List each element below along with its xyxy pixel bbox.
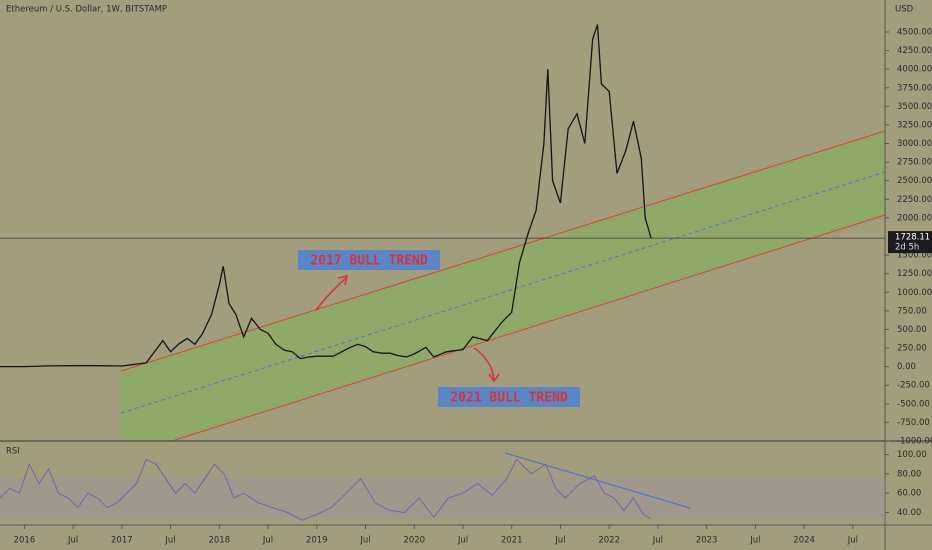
annotation-box (298, 250, 440, 270)
x-tick-label: 2017 (111, 536, 133, 546)
currency: USD (895, 5, 914, 15)
arrow (315, 274, 349, 311)
y-tick-label: 1000.00 (897, 288, 932, 298)
y-tick-label: 2500.00 (897, 176, 932, 186)
x-tick-label: Jul (262, 536, 273, 546)
y-tick-label: -1000.00 (897, 437, 932, 447)
y-tick-label: 4500.00 (897, 27, 932, 37)
y-tick-label: -750.00 (897, 418, 930, 428)
y-tick-label: 80.00 (897, 469, 921, 479)
x-tick-label: Jul (652, 536, 663, 546)
price-line (0, 24, 652, 368)
channel-mid (120, 171, 886, 414)
y-tick-label: 750.00 (897, 306, 927, 316)
y-tick-label: 500.00 (897, 325, 927, 335)
rsi-band (0, 478, 885, 518)
y-tick-label: -500.00 (897, 399, 930, 409)
annotation: 2021 BULL TREND (450, 391, 568, 406)
annotation: 2017 BULL TREND (310, 254, 428, 269)
y-tick-label: 4000.00 (897, 65, 932, 75)
plot: -1000.00 -750.00 -500.00 -250.00 0.00 250.00 5… (0, 24, 932, 546)
y-tick-label: 3750.00 (897, 83, 932, 93)
x-tick-label: 2023 (696, 536, 718, 546)
x-tick-label: Jul (164, 536, 175, 546)
rsi-title: RSI (6, 447, 20, 457)
x-tick-label: Jul (554, 536, 565, 546)
y-tick-label: 2000.00 (897, 213, 932, 223)
y-tick-label: -250.00 (897, 381, 930, 391)
channel-upper (120, 130, 886, 372)
arrow (473, 347, 500, 383)
y-tick-label: 2250.00 (897, 195, 932, 205)
annotation-box (438, 387, 580, 407)
y-tick-label: 3250.00 (897, 120, 932, 130)
x-tick-label: Jul (457, 536, 468, 546)
channel-lower (174, 214, 886, 441)
x-tick-label: Jul (67, 536, 78, 546)
last-price: 1728.11 (895, 233, 930, 243)
x-tick-label: Jul (847, 536, 858, 546)
y-tick-label: 1250.00 (897, 269, 932, 279)
price-line (0, 458, 652, 521)
y-tick-label: 40.00 (897, 508, 921, 518)
y-tick-label: 3000.00 (897, 139, 932, 149)
channel-fill (121, 131, 885, 440)
countdown: 2d 5h (895, 243, 919, 253)
x-tick-label: 2018 (208, 536, 230, 546)
y-tick-label: 4250.00 (897, 46, 932, 56)
y-tick-label: 250.00 (897, 344, 927, 354)
y-tick-label: 0.00 (897, 362, 916, 372)
x-tick-label: Jul (749, 536, 760, 546)
y-tick-label: 100.00 (897, 450, 927, 460)
x-tick-label: 2022 (598, 536, 620, 546)
y-tick-label: 3500.00 (897, 102, 932, 112)
x-tick-label: 2019 (306, 536, 328, 546)
chart-title: Ethereum / U.S. Dollar, 1W, BITSTAMP (6, 5, 167, 15)
y-tick-label: 60.00 (897, 489, 921, 499)
x-tick-label: Jul (359, 536, 370, 546)
x-tick-label: 2016 (14, 536, 36, 546)
x-tick-label: 2024 (793, 536, 815, 546)
price-label-box (888, 231, 932, 254)
x-tick-label: 2020 (403, 536, 425, 546)
y-tick-label: 1500.00 (897, 251, 932, 261)
x-tick-label: 2021 (501, 536, 523, 546)
y-tick-label: 2750.00 (897, 158, 932, 168)
